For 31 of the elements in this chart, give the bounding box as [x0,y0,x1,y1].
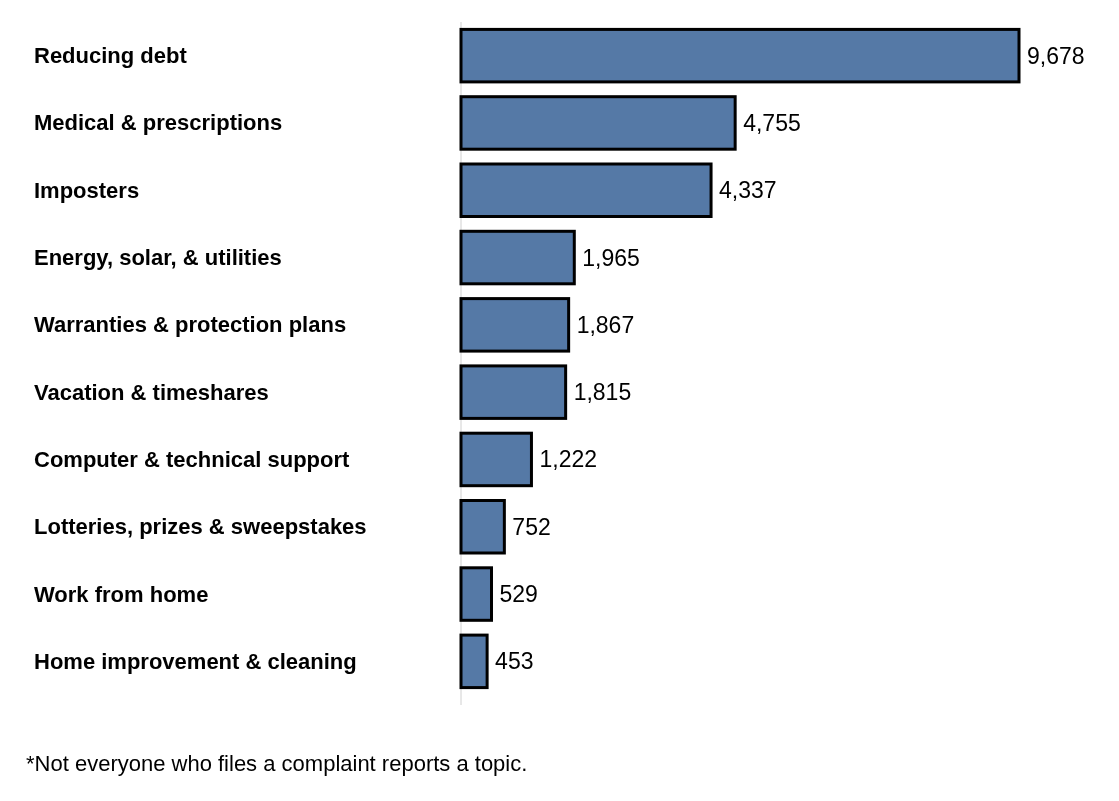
bar [459,431,533,488]
data-label: 529 [499,581,538,608]
text: *Not everyone who files a complaint reports a topic. [26,750,528,776]
y-tick-label: Lotteries, prizes & sweepstakes [34,514,367,540]
bar [459,229,576,286]
bar [459,27,1021,84]
data-label: 9,678 [1027,42,1085,69]
data-label: 1,222 [539,446,598,473]
data-label: 752 [512,513,551,540]
bar [459,162,713,218]
bar [459,499,506,555]
y-tick-label: Medical & prescriptions [34,110,283,136]
bar [459,297,571,353]
data-label: 1,867 [576,311,635,338]
y-tick-label: Reducing debt [34,43,188,69]
y-tick-label: Computer & technical support [34,446,351,472]
bar [459,566,493,622]
data-label: 453 [495,648,534,675]
data-label: 4,755 [743,109,801,136]
y-tick-label: Vacation & timeshares [34,379,269,405]
bar [459,633,489,690]
y-tick-label: Imposters [34,177,140,203]
data-label: 1,815 [573,379,632,406]
y-tick-label: Warranties & protection plans [34,312,347,338]
data-label: 1,965 [582,244,640,271]
data-label: 4,337 [719,177,777,204]
bar [459,95,737,151]
bar [459,364,568,420]
y-tick-label: Work from home [34,581,209,607]
y-tick-label: Energy, solar, & utilities [34,245,282,271]
y-tick-label: Home improvement & cleaning [34,648,357,674]
